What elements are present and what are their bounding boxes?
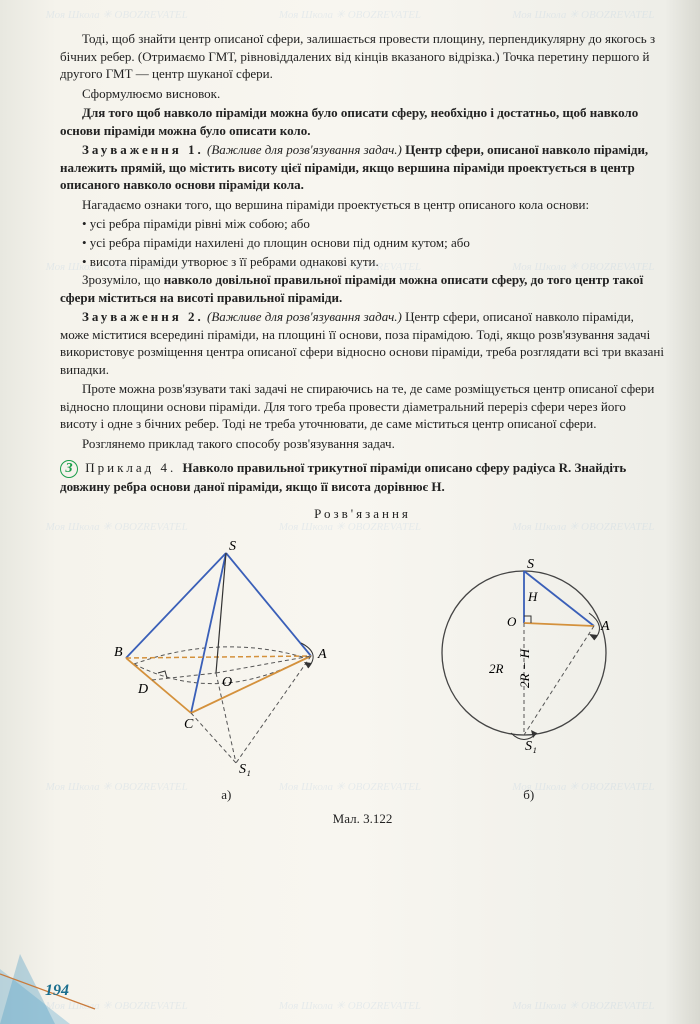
watermark-top: Моя Школа ✳ OBOZREVATELМоя Школа ✳ OBOZR…: [0, 8, 700, 23]
figure-a-caption: а): [96, 786, 356, 804]
page-number: 194: [45, 980, 69, 1002]
watermark-bottom: Моя Школа ✳ OBOZREVATELМоя Школа ✳ OBOZR…: [0, 999, 700, 1014]
paragraph-1: Тоді, щоб знайти центр описаної сфери, з…: [60, 30, 665, 83]
theorem-statement: Для того щоб навколо піраміди можна було…: [60, 104, 665, 139]
label-O: O: [222, 675, 232, 690]
paragraph-7: Розглянемо приклад такого способу розв'я…: [60, 435, 665, 453]
figure-b-caption: б): [429, 786, 629, 804]
label-S-b: S: [527, 557, 534, 572]
example-4: З Приклад 4. Навколо правильної трикутно…: [60, 459, 665, 496]
label-S1-b: S₁: [525, 739, 537, 754]
label-O-b: O: [507, 614, 517, 629]
bullet-1: • усі ребра піраміди рівні між собою; аб…: [82, 215, 665, 233]
paragraph-2: Сформулюємо висновок.: [60, 85, 665, 103]
label-C: C: [184, 717, 194, 732]
label-H: H: [527, 589, 538, 604]
bullet-2: • усі ребра піраміди нахилені до площин …: [82, 234, 665, 252]
p5-intro: Зрозуміло, що: [82, 272, 164, 287]
bullet-3: • висота піраміди утворює з її ребрами о…: [82, 253, 665, 271]
label-S1: S₁: [239, 762, 251, 777]
note-2-label: Зауваження 2.: [82, 309, 204, 324]
note-1-hint: (Важливе для розв'язування задач.): [207, 142, 402, 157]
figure-b: S O H A S₁ 2R 2R − H б): [429, 538, 629, 804]
pyramid-diagram: S B A C D O S₁: [96, 538, 356, 778]
paragraph-6: Проте можна розв'язувати такі задачі не …: [60, 380, 665, 433]
circle-diagram: S O H A S₁ 2R 2R − H: [429, 538, 629, 778]
paragraph-4: Нагадаємо ознаки того, що вершина пірамі…: [60, 196, 665, 214]
label-A: A: [317, 647, 327, 662]
paragraph-5: Зрозуміло, що навколо довільної правильн…: [60, 271, 665, 306]
label-A-b: A: [600, 619, 610, 634]
figures-container: S B A C D O S₁ а): [60, 538, 665, 818]
label-D: D: [137, 682, 148, 697]
note-1-label: Зауваження 1.: [82, 142, 204, 157]
solution-title: Розв'язання: [60, 505, 665, 523]
note-2-hint: (Важливе для розв'язування задач.): [207, 309, 402, 324]
label-B: B: [114, 645, 123, 660]
label-2R: 2R: [489, 661, 504, 676]
note-1: Зауваження 1. (Важливе для розв'язування…: [60, 141, 665, 194]
figure-a: S B A C D O S₁ а): [96, 538, 356, 804]
example-label: Приклад 4.: [85, 460, 182, 475]
example-marker-icon: З: [60, 460, 78, 478]
label-2R-H: 2R − H: [517, 648, 532, 688]
note-2: Зауваження 2. (Важливе для розв'язування…: [60, 308, 665, 378]
label-S: S: [229, 539, 236, 554]
